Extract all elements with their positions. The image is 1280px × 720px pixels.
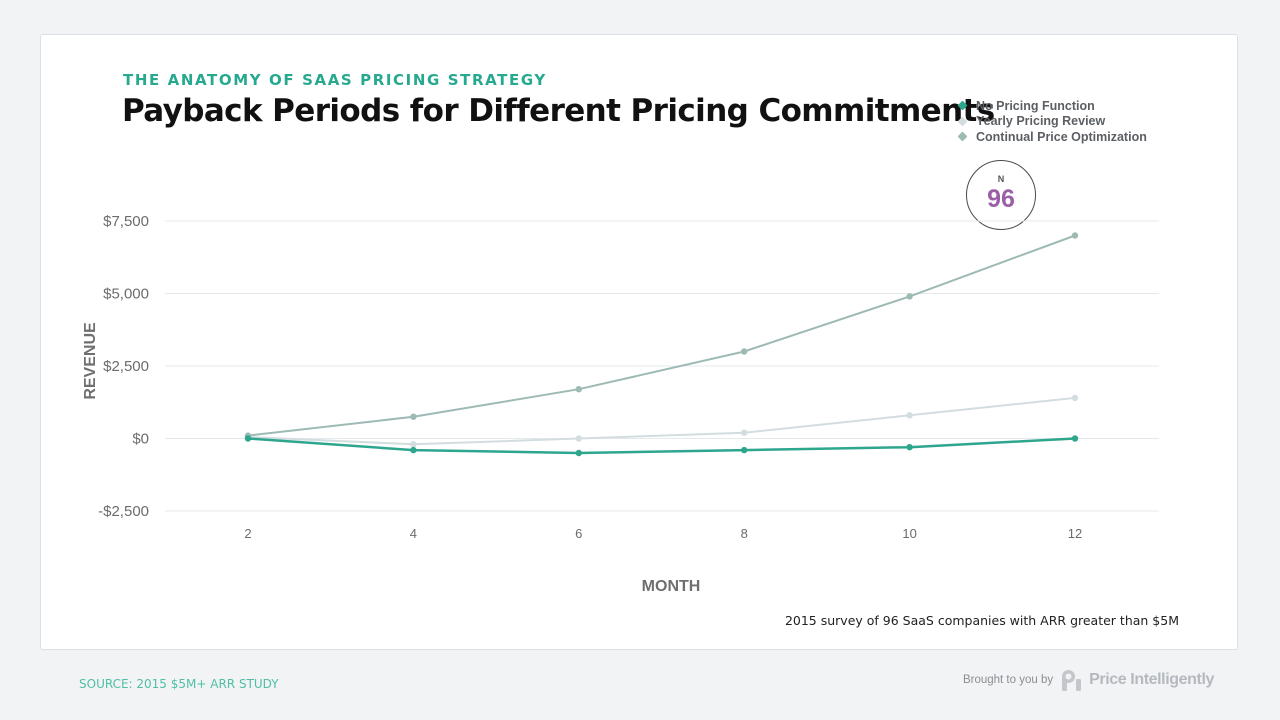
- sample-size-badge: N 96: [966, 160, 1036, 230]
- chart-card: THE ANATOMY OF SAAS PRICING STRATEGY Pay…: [40, 34, 1238, 650]
- x-tick-label: 12: [1068, 526, 1082, 541]
- data-point: [410, 413, 417, 420]
- series-line: [247, 396, 1076, 446]
- x-axis-title: MONTH: [642, 578, 701, 595]
- line-chart: -$2,500 $0 $2,500 $5,000 $7,500 2 4 6 8 10 12 MONTH…: [82, 213, 1159, 595]
- y-axis-title: REVENUE: [82, 322, 99, 400]
- x-tick-label: 2: [244, 526, 251, 541]
- y-tick-label: $5,000: [103, 286, 149, 303]
- legend: No Pricing Function Yearly Pricing Revie…: [957, 98, 1147, 145]
- eyebrow-label: THE ANATOMY OF SAAS PRICING STRATEGY: [123, 71, 547, 89]
- legend-item-no-pricing: No Pricing Function: [957, 98, 1147, 114]
- legend-label: Yearly Pricing Review: [976, 114, 1106, 129]
- chart-title: Payback Periods for Different Pricing Co…: [122, 93, 995, 129]
- data-point: [575, 435, 582, 442]
- y-tick-label: -$2,500: [98, 503, 149, 520]
- legend-item-continual-optimization: Continual Price Optimization: [957, 129, 1147, 145]
- y-tick-label: $0: [132, 431, 149, 448]
- data-point: [575, 449, 582, 457]
- data-point: [1071, 394, 1079, 402]
- data-point: [410, 441, 417, 448]
- data-point: [575, 386, 582, 393]
- legend-label: No Pricing Function: [976, 98, 1095, 113]
- data-point: [244, 435, 252, 442]
- brought-by-label: Brought to you by: [962, 674, 1054, 686]
- data-point: [741, 348, 748, 355]
- data-point: [1071, 232, 1079, 239]
- data-point: [906, 412, 913, 419]
- price-intelligently-logo-icon: [1062, 670, 1082, 691]
- data-point: [741, 446, 748, 454]
- sample-size-label: N: [997, 174, 1005, 184]
- sample-size-value: 96: [987, 185, 1015, 213]
- data-point: [741, 429, 748, 436]
- x-tick-label: 6: [575, 526, 582, 541]
- source-note: SOURCE: 2015 $5M+ ARR STUDY: [79, 677, 279, 691]
- survey-footnote: 2015 survey of 96 SaaS companies with AR…: [784, 613, 1179, 628]
- x-tick-label: 4: [410, 526, 417, 541]
- y-tick-label: $7,500: [103, 213, 149, 230]
- legend-item-yearly-review: Yearly Pricing Review: [957, 114, 1147, 130]
- x-tick-label: 8: [741, 526, 748, 541]
- data-point: [906, 293, 913, 300]
- series-line: [247, 437, 1076, 455]
- x-tick-label: 10: [902, 526, 916, 541]
- series-line: [247, 234, 1076, 437]
- data-point: [906, 444, 913, 451]
- data-point: [410, 446, 417, 454]
- brand-name: Price Intelligently: [1089, 671, 1214, 688]
- brand-attribution[interactable]: Brought to you by Price Intelligently: [963, 668, 1214, 692]
- legend-label: Continual Price Optimization: [976, 129, 1147, 144]
- y-tick-label: $2,500: [103, 358, 149, 375]
- data-point: [1071, 435, 1079, 442]
